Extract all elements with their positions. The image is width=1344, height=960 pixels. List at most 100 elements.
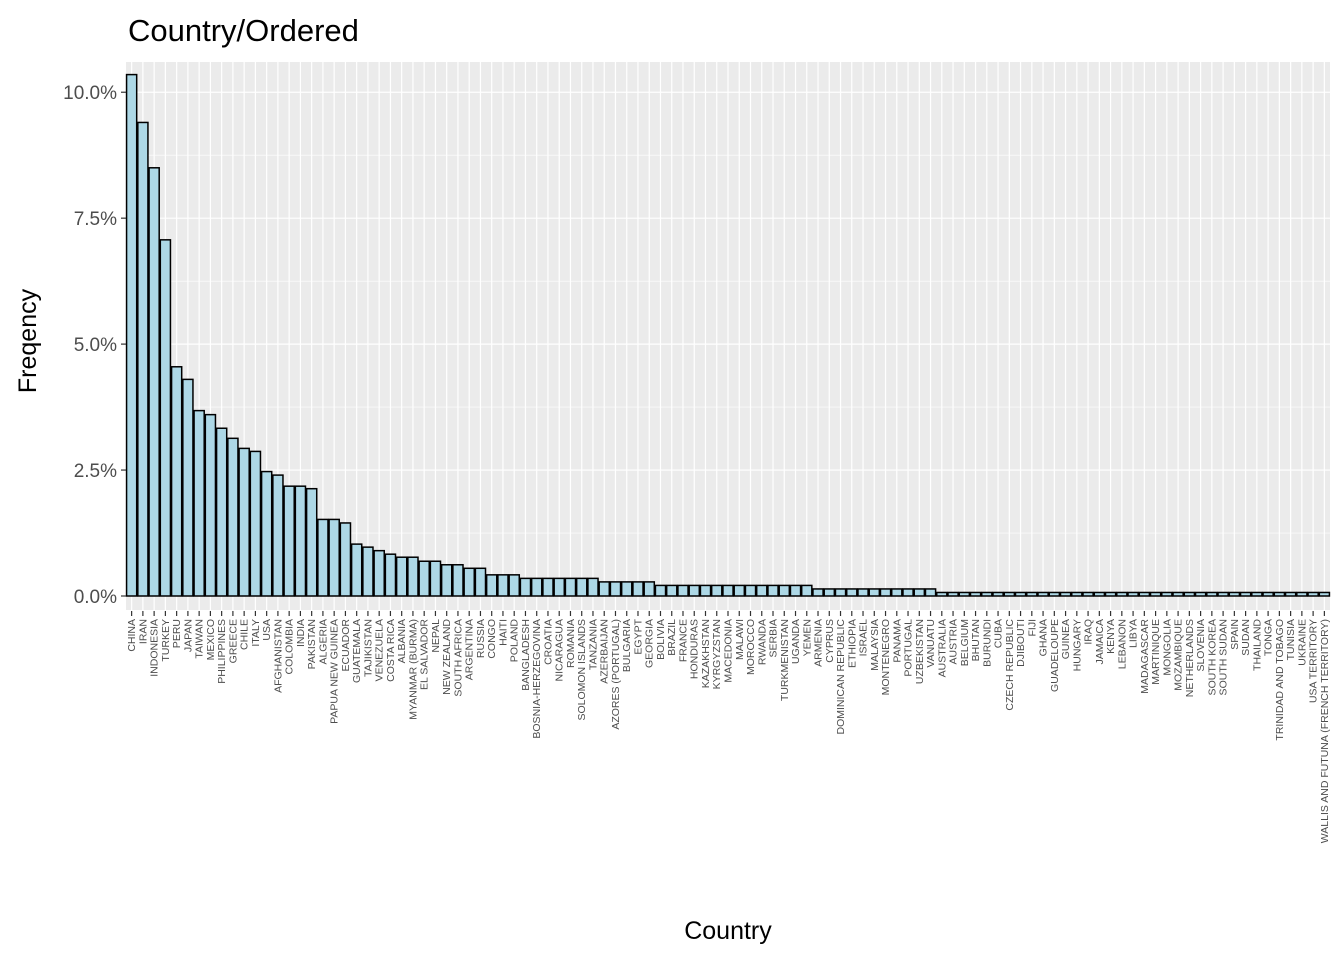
x-tick-label: ALBANIA bbox=[396, 619, 408, 663]
x-tick-label: YEMEN bbox=[801, 619, 813, 656]
x-tick-label: GUADELOUPE bbox=[1049, 619, 1061, 692]
x-tick-label: MOROCCO bbox=[745, 619, 757, 675]
bar-hungary bbox=[1071, 591, 1083, 597]
bar-nicaragua bbox=[553, 577, 566, 597]
bar-usa bbox=[260, 470, 273, 597]
bar-ghana bbox=[1037, 591, 1049, 597]
x-tick-label: MARTINIQUE bbox=[1150, 619, 1162, 685]
x-tick-label: NICARAGUA bbox=[554, 619, 566, 681]
x-tick-label: EL SALVADOR bbox=[419, 619, 431, 690]
y-axis-title: Freqency bbox=[14, 288, 42, 393]
x-tick-label: BOLIVIA bbox=[655, 619, 667, 660]
x-tick-label: ARGENTINA bbox=[464, 619, 476, 680]
x-tick-label: BELGIUM bbox=[959, 619, 971, 666]
bar-turkmenistan bbox=[778, 584, 791, 597]
x-tick-label: ALGERIA bbox=[317, 619, 329, 665]
bar-tunisia bbox=[1284, 591, 1297, 597]
x-tick-label: VANUATU bbox=[925, 619, 937, 668]
bar-south-korea bbox=[1206, 591, 1218, 597]
x-tick-label: PORTUGAL bbox=[903, 619, 915, 677]
bar-iran bbox=[137, 121, 149, 597]
bar-djibouti bbox=[1014, 591, 1027, 597]
bar-croatia bbox=[542, 577, 554, 597]
bar-rwanda bbox=[755, 584, 768, 597]
bar-trinidad-and-tobago bbox=[1273, 591, 1286, 597]
x-tick-label: LEBANON bbox=[1116, 619, 1128, 669]
x-tick-label: JAMAICA bbox=[1094, 619, 1106, 665]
y-tick-label: 2.5% bbox=[74, 461, 117, 482]
bar-uzbekistan bbox=[913, 588, 926, 597]
bar-costa-rica bbox=[384, 553, 397, 597]
bar-morocco bbox=[744, 584, 757, 597]
bar-bhutan bbox=[969, 591, 982, 597]
bar-tonga bbox=[1262, 591, 1274, 597]
bar-brazil bbox=[665, 584, 678, 597]
bar-bangladesh bbox=[519, 577, 532, 597]
x-tick-label: ECUADOR bbox=[340, 619, 352, 672]
x-tick-label: DJIBOUTI bbox=[1015, 619, 1027, 667]
bar-ecuador bbox=[339, 522, 352, 597]
x-tick-label: TAIWAN bbox=[194, 619, 206, 659]
x-tick-label: ETHIOPIA bbox=[846, 619, 858, 668]
x-tick-label: COLOMBIA bbox=[284, 619, 296, 674]
bar-kazakhstan bbox=[699, 584, 712, 597]
bar-slovenia bbox=[1194, 591, 1207, 597]
x-tick-label: TRINIDAD AND TOBAGO bbox=[1274, 619, 1286, 741]
x-tick-label: SLOVENIA bbox=[1195, 619, 1207, 672]
x-tick-label: HONDURAS bbox=[689, 619, 701, 679]
bar-czech-republic bbox=[1003, 591, 1016, 597]
x-tick-label: BRAZIL bbox=[666, 619, 678, 656]
bar-malawi bbox=[733, 584, 746, 597]
bar-peru bbox=[170, 366, 183, 597]
bar-guadeloupe bbox=[1048, 591, 1061, 597]
bar-greece bbox=[227, 437, 239, 597]
x-tick-label: ARMENIA bbox=[813, 619, 825, 667]
x-tick-label: RWANDA bbox=[756, 619, 768, 665]
x-tick-label: LIBYA bbox=[1128, 619, 1140, 648]
bar-madagascar bbox=[1138, 591, 1151, 597]
x-tick-label: MOZAMBIQUE bbox=[1173, 619, 1185, 691]
bar-venezuela bbox=[373, 549, 385, 597]
bar-israel bbox=[857, 588, 869, 597]
x-tick-label: MACEDONIA bbox=[723, 619, 735, 683]
x-tick-label: INDIA bbox=[295, 619, 307, 647]
x-tick-label: BULGARIA bbox=[621, 619, 633, 672]
bar-new-zealand bbox=[440, 564, 453, 597]
x-tick-label: USA TERRITORY bbox=[1308, 619, 1320, 703]
bar-india bbox=[294, 485, 307, 597]
x-tick-label: POLAND bbox=[509, 619, 521, 663]
x-tick-label: MEXICO bbox=[205, 619, 217, 660]
bar-martinique bbox=[1149, 591, 1162, 597]
bar-dominican-republic bbox=[834, 588, 847, 597]
bar-chile bbox=[238, 447, 250, 597]
bar-guinea bbox=[1059, 591, 1072, 597]
bar-mexico bbox=[204, 413, 217, 597]
x-tick-label: VENEZUELA bbox=[374, 619, 386, 681]
x-tick-label: UGANDA bbox=[790, 619, 802, 664]
x-tick-label: GHANA bbox=[1038, 619, 1050, 656]
x-axis: CHINA IRAN INDONESIA TURKEY PERU JAPAN TAIWAN M… bbox=[126, 611, 1331, 843]
bar-montenegro bbox=[879, 588, 892, 597]
x-tick-label: SUDAN bbox=[1240, 619, 1252, 656]
bar-japan bbox=[182, 378, 194, 597]
bar-uganda bbox=[789, 584, 802, 597]
y-tick-label: 0.0% bbox=[74, 587, 117, 608]
y-tick-label: 10.0% bbox=[63, 83, 117, 104]
bar-bulgaria bbox=[620, 581, 633, 597]
bar-russia bbox=[474, 567, 487, 597]
x-tick-label: BOSNIA-HERZEGOVINA bbox=[531, 619, 543, 739]
bar-nepal bbox=[429, 560, 442, 597]
x-axis-title: Country bbox=[684, 917, 772, 945]
x-tick-label: TURKMENISTAN bbox=[779, 619, 791, 701]
bar-bosnia-herzegovina bbox=[530, 577, 543, 597]
x-tick-label: FRANCE bbox=[677, 619, 689, 662]
x-tick-label: CHILE bbox=[239, 619, 251, 650]
bar-myanmar-burma bbox=[407, 556, 419, 597]
x-tick-label: DOMINICAN REPUBLIC bbox=[835, 619, 847, 735]
bar-kenya bbox=[1104, 591, 1117, 597]
x-tick-label: MONTENEGRO bbox=[880, 619, 892, 695]
bar-malaysia bbox=[868, 588, 881, 597]
bar-papua-new-guinea bbox=[328, 518, 340, 597]
bar-solomon-islands bbox=[575, 577, 588, 597]
x-tick-label: CONGO bbox=[486, 619, 498, 659]
